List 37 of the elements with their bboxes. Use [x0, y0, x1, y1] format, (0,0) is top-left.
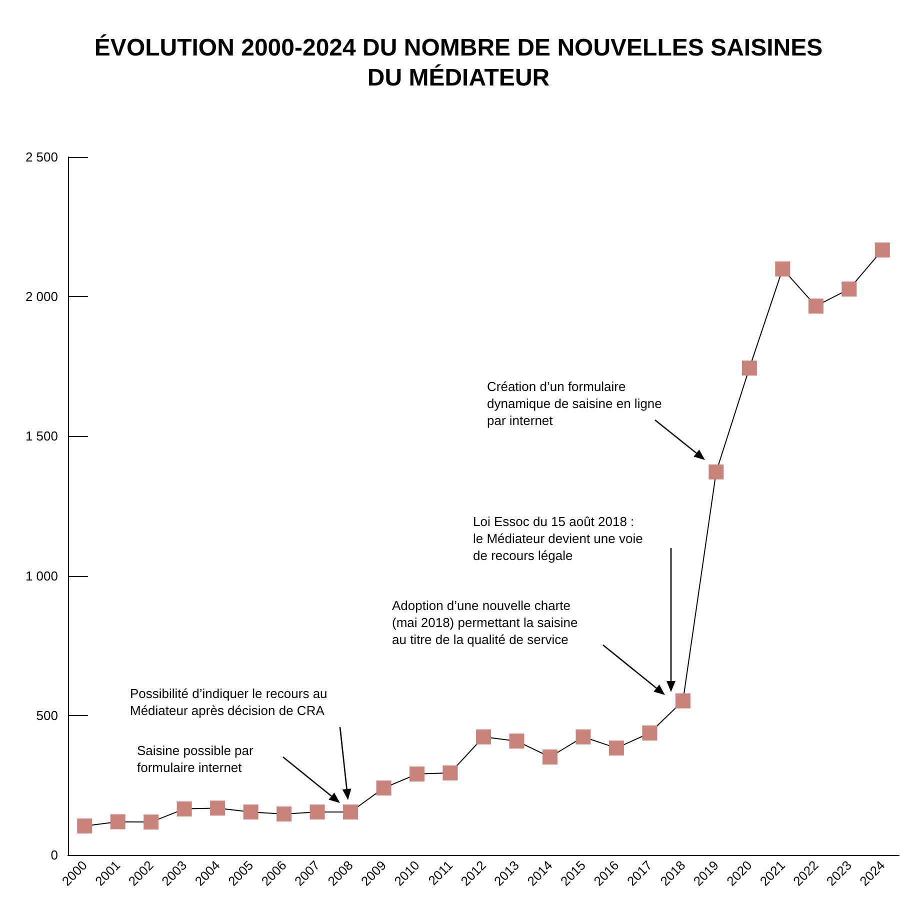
y-tick-label: 500 — [36, 708, 58, 723]
annotation: Création d’un formulaire dynamique de saisine en ligne par internet — [487, 379, 662, 428]
point — [775, 261, 790, 276]
point — [176, 801, 192, 816]
point — [476, 729, 491, 744]
y-tick-label: 2 000 — [25, 289, 58, 304]
point — [842, 282, 857, 297]
point — [210, 800, 226, 816]
point — [708, 464, 724, 480]
point — [310, 804, 325, 820]
point — [509, 734, 524, 749]
point — [410, 766, 425, 782]
point — [642, 725, 658, 740]
point — [576, 729, 591, 744]
annotation: Loi Essoc du 15 août 2018 : le Médiateur devient une voie de recours légale — [473, 514, 643, 563]
point — [77, 818, 92, 834]
point — [742, 360, 757, 376]
point — [442, 765, 458, 780]
point — [276, 806, 292, 822]
point — [542, 750, 558, 764]
point — [376, 780, 392, 796]
point — [243, 804, 258, 820]
y-tick-label: 1 500 — [25, 428, 58, 444]
y-tick-label: 1 000 — [25, 568, 58, 584]
point — [110, 814, 126, 830]
point — [608, 740, 624, 756]
annotation: Saisine possible par formulaire internet — [137, 743, 254, 775]
y-tick-label: 0 — [50, 848, 58, 862]
point — [144, 814, 159, 830]
point — [874, 242, 890, 258]
point — [343, 804, 358, 820]
point — [675, 693, 690, 708]
annotation: Possibilité d’indiquer le recours au Médiateur après décision de CRA — [130, 686, 328, 718]
chart-title: ÉVOLUTION 2000-2024 DU NOMBRE DE NOUVELLES SAISINES DU MÉDIATEUR — [94, 34, 823, 92]
annotation: Adoption d’une nouvelle charte (mai 2018) permettant la saisine au titre de la qualité de service — [392, 598, 578, 647]
y-tick-label: 2 500 — [25, 150, 58, 164]
point — [808, 298, 824, 314]
